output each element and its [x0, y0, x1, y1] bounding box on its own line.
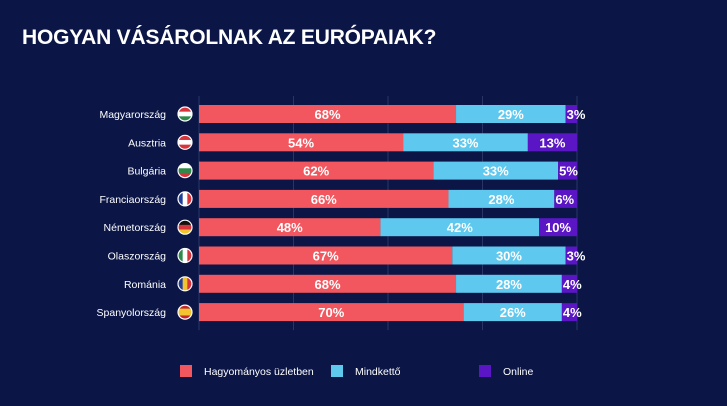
country-label: Magyarország [99, 109, 166, 121]
bar-segment [565, 246, 577, 265]
data-label: 26% [500, 305, 526, 320]
legend-label: Mindkettő [355, 366, 401, 378]
bar-segment [199, 189, 449, 208]
data-label: 13% [539, 135, 565, 150]
bar-segment [456, 274, 562, 293]
data-label: 3% [567, 107, 586, 122]
data-label: 67% [313, 249, 339, 264]
bar-segment [433, 161, 559, 180]
country-label: Bulgária [127, 166, 166, 178]
legend-swatch [331, 365, 343, 377]
data-label: 54% [288, 135, 314, 150]
country-label: Németország [104, 222, 167, 234]
data-label: 70% [318, 305, 344, 320]
country-label: Olaszország [108, 251, 167, 263]
legend-swatch [479, 365, 491, 377]
bar-segment [539, 218, 577, 237]
country-label: Spanyolország [97, 307, 167, 319]
data-label: 33% [483, 164, 509, 179]
bar-segment [199, 303, 464, 322]
bar-segment [558, 161, 577, 180]
data-label: 68% [315, 277, 341, 292]
bar-segment [380, 218, 540, 237]
romania-flag-icon [177, 276, 193, 292]
data-label: 62% [303, 164, 329, 179]
bar-segment [199, 105, 457, 123]
data-label: 29% [498, 107, 524, 122]
legend-label: Hagyományos üzletben [204, 366, 314, 378]
data-label: 68% [315, 107, 341, 122]
bar-segment [456, 105, 566, 123]
data-label: 48% [277, 220, 303, 235]
data-label: 30% [496, 249, 522, 264]
bar-segment [561, 303, 577, 322]
data-label: 5% [559, 164, 578, 179]
hungary-flag-icon [177, 106, 193, 122]
data-label: 4% [563, 305, 582, 320]
data-label: 66% [311, 192, 337, 207]
data-label: 33% [452, 135, 478, 150]
country-label: Románia [124, 279, 166, 291]
data-label: 10% [545, 220, 571, 235]
data-label: 42% [447, 220, 473, 235]
bar-segment [561, 274, 577, 293]
bar-segment [199, 274, 457, 293]
bar-segment [403, 133, 528, 152]
data-label: 28% [488, 192, 514, 207]
legend-label: Online [503, 366, 534, 378]
bar-segment [448, 189, 555, 208]
data-label: 4% [563, 277, 582, 292]
data-label: 28% [496, 277, 522, 292]
legend-swatch [180, 365, 192, 377]
bar-segment [199, 133, 404, 152]
bar-segment [527, 133, 577, 152]
bar-segment [452, 246, 566, 265]
france-flag-icon [177, 191, 193, 207]
country-label: Franciaország [99, 194, 166, 206]
country-label: Ausztria [128, 137, 166, 149]
chart-title: HOGYAN VÁSÁROLNAK AZ EURÓPAIAK? [22, 26, 437, 49]
italy-flag-icon [177, 247, 193, 264]
bar-segment [565, 105, 577, 123]
bar-segment [199, 218, 381, 237]
austria-flag-icon [177, 134, 193, 150]
bulgaria-flag-icon [177, 163, 193, 179]
bar-segment [554, 189, 577, 208]
germany-flag-icon [177, 219, 193, 235]
bar-segment [199, 161, 434, 180]
bar-segment [199, 246, 453, 265]
data-label: 6% [555, 192, 574, 207]
data-label: 3% [567, 249, 586, 264]
spain-flag-icon [177, 304, 193, 320]
bar-segment [463, 303, 562, 322]
